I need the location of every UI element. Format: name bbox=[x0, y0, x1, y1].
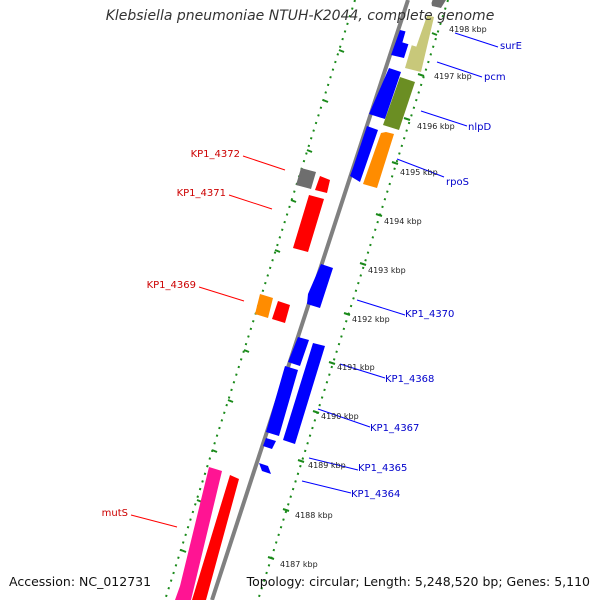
gene-label-kp1-4372[interactable]: KP1_4372 bbox=[191, 149, 240, 160]
ruler-label: 4196 kbp bbox=[417, 122, 455, 131]
ruler-ticks bbox=[267, 32, 438, 560]
ruler-label: 4192 kbp bbox=[352, 315, 390, 324]
gene-label-kp1-4370[interactable]: KP1_4370 bbox=[405, 309, 454, 320]
inner-ruler-line bbox=[257, 0, 449, 600]
gene-label-pcm[interactable]: pcm bbox=[484, 72, 506, 83]
gene-label-kp1-4371[interactable]: KP1_4371 bbox=[177, 188, 226, 199]
ruler-label: 4195 kbp bbox=[400, 168, 438, 177]
gene-box-pink-mutS[interactable] bbox=[175, 467, 222, 600]
gene-box-blue-upper[interactable] bbox=[369, 68, 401, 119]
gene-box-blue-surE[interactable] bbox=[402, 0, 433, 47]
gene-box-blue-kp1-4368[interactable] bbox=[288, 337, 309, 366]
gene-label-mutS[interactable]: mutS bbox=[102, 508, 128, 519]
ruler-label: 4189 kbp bbox=[308, 461, 346, 470]
gene-box-blue-kp1-4364[interactable] bbox=[259, 463, 271, 474]
gene-box-red-mutS[interactable] bbox=[192, 475, 239, 600]
gene-box-khaki-pcm[interactable] bbox=[405, 14, 434, 72]
ruler-label: 4191 kbp bbox=[337, 363, 375, 372]
gene-box-red-kp1-4371[interactable] bbox=[293, 195, 324, 252]
topology-text: Topology: circular; Length: 5,248,520 bp… bbox=[246, 574, 590, 589]
gene-label-nlpD[interactable]: nlpD bbox=[468, 122, 491, 133]
gene-box-blue-kp1-4367[interactable] bbox=[283, 343, 325, 444]
ruler-label: 4194 kbp bbox=[384, 217, 422, 226]
gene-box-blue-kp1-4367b[interactable] bbox=[266, 366, 298, 436]
ruler-label-group: 4198 kbp 4197 kbp 4196 kbp 4195 kbp 4194… bbox=[280, 25, 487, 569]
gene-box-blue-kp1-4365[interactable] bbox=[263, 438, 276, 449]
gene-label-kp1-4365[interactable]: KP1_4365 bbox=[358, 463, 407, 474]
gene-box-gray-kp1-4372[interactable] bbox=[296, 168, 316, 189]
gene-box-blue-kp1-4370[interactable] bbox=[307, 264, 333, 308]
gene-box-red-kp1-4369[interactable] bbox=[272, 301, 290, 323]
gene-label-rpoS[interactable]: rpoS bbox=[446, 177, 469, 188]
gene-box-olive-nlpD[interactable] bbox=[383, 77, 415, 130]
gene-box-gray-top[interactable] bbox=[431, 0, 446, 8]
gene-label-kp1-4368[interactable]: KP1_4368 bbox=[385, 374, 434, 385]
gene-label-kp1-4364[interactable]: KP1_4364 bbox=[351, 489, 400, 500]
gene-label-kp1-4367[interactable]: KP1_4367 bbox=[370, 423, 419, 434]
gene-box-orange-kp1-4369[interactable] bbox=[255, 294, 273, 318]
gene-box-blue-mid[interactable] bbox=[350, 126, 378, 182]
ruler-label: 4188 kbp bbox=[295, 511, 333, 520]
gene-box-red-kp1-4372[interactable] bbox=[315, 176, 330, 193]
forward-label-group: surE pcm nlpD rpoS KP1_4370 KP1_4368 KP1… bbox=[351, 41, 522, 500]
ruler-label: 4197 kbp bbox=[434, 72, 472, 81]
map-title: Klebsiella pneumoniae NTUH-K2044, comple… bbox=[105, 8, 495, 24]
reverse-connector-lines bbox=[130, 155, 286, 528]
gene-label-kp1-4369[interactable]: KP1_4369 bbox=[147, 280, 196, 291]
ruler-label: 4190 kbp bbox=[321, 412, 359, 421]
accession-text: Accession: NC_012731 bbox=[9, 574, 152, 589]
ruler-label: 4187 kbp bbox=[280, 560, 318, 569]
ruler-label: 4193 kbp bbox=[368, 266, 406, 275]
reverse-label-group: KP1_4372 KP1_4371 KP1_4369 mutS bbox=[102, 149, 240, 519]
gene-label-surE[interactable]: surE bbox=[500, 41, 522, 52]
forward-connector-lines bbox=[301, 32, 499, 494]
gene-box-orange-rpoS[interactable] bbox=[363, 132, 394, 188]
ruler-label: 4198 kbp bbox=[449, 25, 487, 34]
